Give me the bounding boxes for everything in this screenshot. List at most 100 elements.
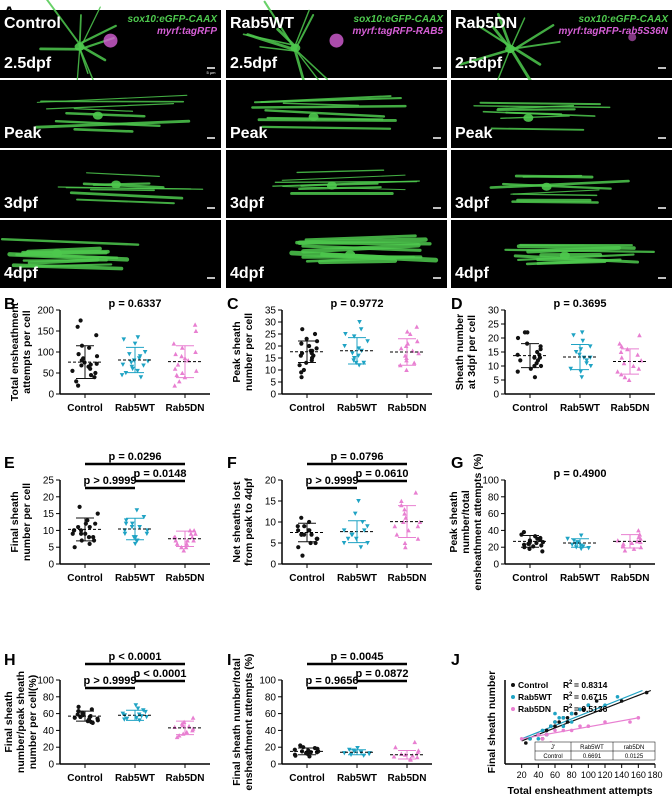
data-point — [181, 548, 187, 553]
x-tick-label: Rab5DN — [388, 773, 427, 784]
chart-d: D 0 5 10 15 20 25 30 Sheath number at 3dpf per ce… — [451, 296, 655, 414]
y-tick-label: 0 — [270, 760, 276, 771]
p-value-label: p = 0.3695 — [554, 298, 607, 310]
data-point — [304, 336, 309, 341]
data-point — [635, 352, 640, 357]
data-point — [343, 332, 348, 337]
data-point — [391, 754, 397, 759]
data-point — [402, 540, 408, 545]
data-point — [408, 757, 413, 762]
data-point — [123, 371, 129, 376]
data-point — [399, 502, 404, 508]
y-tick-label: 0 — [48, 560, 54, 571]
p-value-label: p > 0.9999 — [306, 475, 359, 487]
data-point — [342, 344, 347, 349]
data-point — [525, 330, 530, 335]
y-axis-label: number per cell(%) — [27, 675, 39, 770]
data-point — [137, 356, 142, 361]
data-point — [398, 346, 404, 351]
y-axis-label: Sheath number — [454, 314, 466, 390]
magenta-cell-body — [103, 33, 118, 48]
data-point — [123, 521, 129, 526]
y-axis-label: Net sheaths lost — [231, 481, 243, 563]
data-point — [356, 499, 361, 504]
data-point — [94, 354, 100, 359]
sheath-segment — [479, 101, 602, 106]
row-label: 4dpf — [230, 265, 264, 282]
data-point — [130, 366, 135, 372]
data-point — [75, 712, 80, 717]
sheath-segment — [502, 182, 612, 190]
x-tick-label: Rab5DN — [166, 773, 205, 784]
sheath-segment — [251, 104, 407, 109]
y-axis-label: from peak to 4dpf — [243, 477, 255, 566]
legend-label: Control — [518, 680, 548, 690]
y-tick-label: 15 — [488, 348, 500, 359]
data-point — [615, 369, 620, 374]
y-tick-label: 5 — [270, 378, 276, 389]
p-value-label: p = 0.0296 — [109, 451, 162, 463]
data-point — [79, 363, 84, 368]
data-point — [519, 532, 524, 537]
data-point — [70, 531, 75, 536]
sheath-segment — [36, 94, 188, 103]
data-point — [539, 543, 544, 548]
data-point — [296, 528, 301, 533]
data-point — [644, 690, 649, 695]
cell-body — [52, 249, 63, 258]
data-point — [538, 347, 543, 352]
data-point — [573, 350, 579, 355]
panel-letter: E — [4, 455, 15, 472]
panel-letter: B — [4, 296, 16, 313]
data-point — [299, 370, 304, 375]
data-point — [549, 724, 553, 728]
y-tick-label: 0 — [493, 390, 499, 401]
sheath-segment — [76, 198, 175, 205]
data-point — [135, 368, 140, 374]
y-tick-label: 0 — [270, 560, 276, 571]
y-tick-label: 50 — [43, 369, 55, 380]
data-point — [94, 333, 99, 338]
row-label: 2.5dpf — [4, 55, 52, 72]
table-header-cell: Rab5WT — [580, 745, 604, 751]
panel-letter: D — [451, 296, 463, 313]
chart-g: G 0 20 40 60 80 100 Peak sheath number/total ensh… — [448, 453, 655, 591]
data-point — [134, 508, 140, 513]
row-label: 2.5dpf — [230, 55, 278, 72]
y-tick-label: 10 — [265, 518, 277, 529]
data-point — [76, 524, 81, 530]
column-title: Rab5DN — [455, 15, 517, 32]
data-point — [189, 534, 195, 540]
y-axis-label: Final sheath number — [486, 671, 498, 774]
data-point — [365, 524, 370, 529]
data-point — [191, 528, 197, 533]
data-point — [553, 711, 557, 716]
data-point — [342, 751, 347, 756]
data-point — [358, 545, 364, 550]
y-tick-label: 5 — [493, 376, 499, 387]
data-point — [568, 366, 574, 372]
data-point — [350, 351, 355, 356]
x-tick-label: Rab5WT — [337, 403, 377, 414]
data-point — [341, 541, 347, 546]
data-point — [528, 737, 532, 741]
data-point — [91, 535, 96, 540]
x-tick-label: 180 — [647, 770, 662, 780]
panel-letter: F — [227, 455, 237, 472]
table-cell: 0.0125 — [625, 754, 644, 760]
data-point — [588, 364, 594, 369]
data-point — [94, 361, 99, 366]
micrograph-rab5dn-3dpf: 3dpf — [451, 150, 672, 218]
data-point — [77, 504, 82, 509]
data-point — [579, 330, 585, 335]
x-tick-label: Rab5DN — [611, 573, 650, 584]
data-point — [416, 350, 421, 356]
data-point — [392, 523, 398, 529]
cell-body — [92, 111, 103, 120]
micrograph-rab5dn-2.5dpf: 2.5dpf Rab5DN sox10:eGFP-CAAXmyrf:tagRFP-r… — [451, 10, 672, 101]
sheath-segment — [512, 193, 598, 197]
data-point — [128, 360, 134, 365]
y-tick-label: 15 — [265, 497, 277, 508]
data-point — [78, 318, 83, 323]
